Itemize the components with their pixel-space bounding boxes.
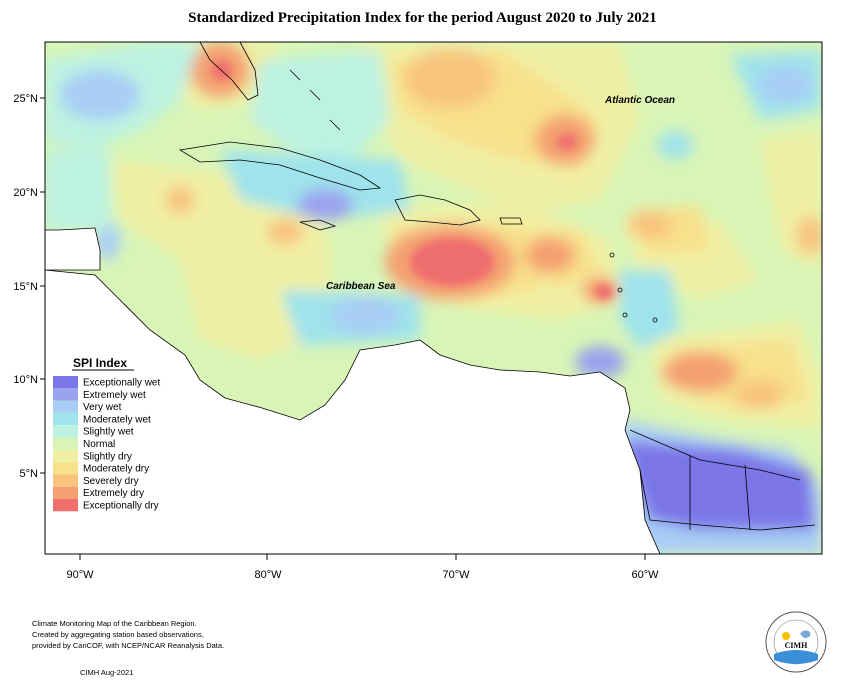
logo-text: CIMH [785,641,808,650]
legend-label: Exceptionally wet [83,378,160,389]
legend-swatch [53,412,78,426]
lat-tick-25: 25°N [13,93,38,105]
legend-label: Slightly wet [83,427,134,438]
lat-axis: 25°N 20°N 15°N 10°N 5°N [13,93,45,480]
legend-swatch [53,388,78,401]
sun-icon [782,632,790,640]
legend-label: Slightly dry [83,451,132,462]
legend-label: Moderately wet [83,414,151,425]
plot-frame [44,41,823,555]
lon-tick-80: 80°W [254,569,282,581]
legend-label: Very wet [83,402,122,413]
legend-swatch [53,499,78,512]
cimh-logo: CIMH [765,611,827,673]
lon-tick-70: 70°W [442,569,470,581]
legend-swatch [53,400,78,413]
lat-tick-15: 15°N [13,281,38,293]
legend-swatch [53,437,78,450]
legend-label: Normal [83,439,115,450]
credits-line-3: provided by CariCOF, with NCEP/NCAR Rean… [32,641,225,650]
lon-axis: 90°W 80°W 70°W 60°W [66,554,659,581]
legend-label: Extremely dry [83,488,144,499]
credits-block: Climate Monitoring Map of the Caribbean … [32,618,262,651]
legend-swatch [53,449,78,463]
credits-date: CIMH Aug-2021 [80,668,134,677]
legend-swatch [53,474,78,487]
cloud-icon [800,630,811,638]
legend-title: SPI Index [73,356,127,370]
legend-swatch [53,376,78,389]
lat-tick-20: 20°N [13,187,38,199]
legend-swatch [53,486,78,499]
lon-tick-60: 60°W [631,569,659,581]
map-title: Standardized Precipitation Index for the… [188,10,657,26]
spi-field [45,42,822,554]
atlantic-ocean-label: Atlantic Ocean [604,95,675,106]
legend-label: Moderately dry [83,464,149,475]
credits-line-1: Climate Monitoring Map of the Caribbean … [32,619,197,628]
legend-swatch [53,462,78,475]
wave-icon [774,650,818,664]
land-masses [45,42,816,554]
lat-tick-5: 5°N [20,468,39,480]
legend-label: Severely dry [83,476,139,487]
legend-swatch [53,425,78,438]
caribbean-sea-label: Caribbean Sea [326,281,396,292]
lat-tick-10: 10°N [13,374,38,386]
legend-label: Exceptionally dry [83,501,159,512]
lon-tick-90: 90°W [66,569,94,581]
legend-label: Extremely wet [83,390,146,401]
credits-line-2: Created by aggregating station based obs… [32,630,204,639]
